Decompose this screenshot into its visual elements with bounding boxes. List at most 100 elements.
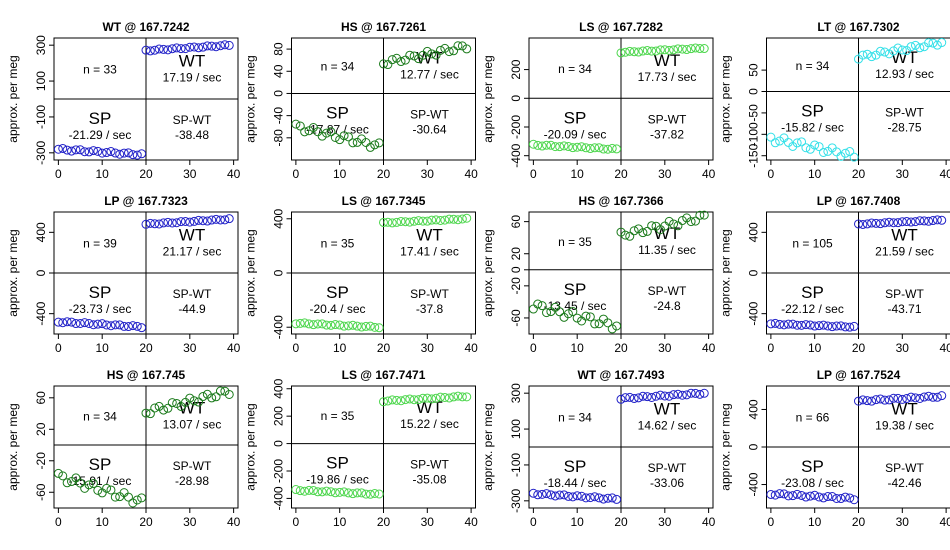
wt-point [629, 47, 639, 57]
wt-point [897, 217, 907, 227]
sp-point [805, 144, 815, 154]
wt-point [616, 394, 626, 404]
sp-point [766, 132, 776, 142]
sp-point [528, 488, 538, 498]
sp-point [102, 320, 112, 330]
wt-point [167, 218, 177, 228]
wt-point [634, 393, 644, 403]
chart-panel: LT @ 167.7302 0 10 20 30 40 50 0 -50-100-150 appr… [719, 20, 950, 181]
sp-label: SP [564, 280, 587, 299]
sp-point [766, 489, 776, 499]
sp-point [555, 142, 565, 152]
sp-point [537, 489, 547, 499]
sp-point [343, 488, 353, 498]
wt-point [695, 44, 705, 54]
sp-point [88, 478, 98, 488]
chart-panel: LP @ 167.7323 0 10 20 30 40 400 0 -400 approx. pe… [6, 194, 241, 355]
wt-point [405, 50, 415, 60]
wt-label: WT [416, 226, 442, 245]
sp-point [542, 140, 552, 150]
sp-point [88, 146, 98, 156]
sp-point [568, 307, 578, 317]
wt-point [211, 214, 221, 224]
wt-point [928, 392, 938, 402]
wt-point [669, 219, 679, 229]
y-tick-label: -400 [272, 486, 286, 510]
n-count: n = 105 [792, 237, 833, 251]
wt-point [383, 396, 393, 406]
wt-point [387, 395, 397, 405]
wt-point [418, 393, 428, 403]
sp-point [110, 320, 120, 330]
sp-point [555, 490, 565, 500]
sp-label: SP [89, 283, 112, 302]
y-axis-label: approx. per meg [481, 55, 495, 142]
sp-point [805, 491, 815, 501]
sp-point [361, 321, 371, 331]
y-axis-label: approx. per meg [719, 229, 733, 316]
wt-point [154, 219, 164, 229]
y-axis-label: approx. per meg [244, 403, 258, 490]
sp-point [792, 320, 802, 330]
wt-point [854, 396, 863, 406]
sp-point [339, 321, 349, 331]
wt-point [889, 393, 899, 403]
wt-point [669, 390, 679, 400]
wt-point [858, 219, 868, 229]
x-tick-label: 30 [896, 341, 910, 355]
sp-rate: -22.12 / sec [781, 302, 844, 316]
wt-label: WT [654, 224, 680, 243]
diff-value: -35.08 [412, 473, 446, 487]
sp-label: SP [564, 108, 587, 127]
y-tick-label: 400 [272, 378, 286, 398]
sp-point [62, 478, 72, 488]
wt-point [444, 47, 454, 57]
sp-point [563, 491, 573, 501]
y-tick-label: -50 [747, 104, 761, 122]
sp-point [119, 148, 129, 158]
x-tick-label: 30 [183, 515, 197, 529]
sp-point [827, 492, 837, 502]
sp-point [572, 491, 582, 501]
sp-point [563, 309, 573, 319]
y-tick-label: -100 [34, 105, 48, 129]
sp-point [137, 493, 147, 503]
sp-point [330, 132, 340, 142]
x-tick-label: 0 [55, 341, 62, 355]
x-tick-label: 20 [139, 515, 153, 529]
y-tick-label: -200 [272, 459, 286, 483]
y-tick-label: 100 [509, 419, 523, 439]
sp-point [581, 493, 591, 503]
sp-point [110, 492, 120, 502]
sp-point [71, 145, 81, 155]
y-tick-label: 300 [509, 383, 523, 403]
wt-point [400, 55, 410, 65]
wt-label: WT [179, 399, 205, 418]
chart-title: LP @ 167.7524 [817, 368, 901, 382]
wt-point [677, 44, 687, 54]
chart-panel: HS @ 167.745 0 10 20 30 40 60 20 -20 -60 approx. p… [6, 368, 241, 529]
sp-point [810, 490, 820, 500]
wt-rate: 12.77 / sec [400, 68, 459, 82]
chart-title: LS @ 167.7282 [579, 20, 663, 34]
wt-point [414, 395, 424, 405]
wt-point [405, 217, 415, 227]
y-tick-label: 300 [34, 35, 48, 55]
chart-title: WT @ 167.7493 [577, 368, 664, 382]
sp-point [75, 145, 85, 155]
y-tick-label: 400 [272, 208, 286, 228]
wt-point [145, 409, 155, 419]
sp-point [53, 317, 63, 327]
sp-point [97, 148, 107, 158]
wt-point [141, 45, 151, 55]
diff-label: SP-WT [648, 112, 687, 126]
wt-point [198, 216, 208, 226]
wt-point [185, 42, 195, 52]
x-tick-label: 20 [139, 167, 153, 181]
sp-point [607, 324, 617, 334]
wt-point [462, 392, 472, 402]
sp-point [58, 143, 68, 153]
x-tick-label: 30 [421, 341, 435, 355]
wt-point [880, 47, 890, 57]
wt-point [677, 390, 687, 400]
